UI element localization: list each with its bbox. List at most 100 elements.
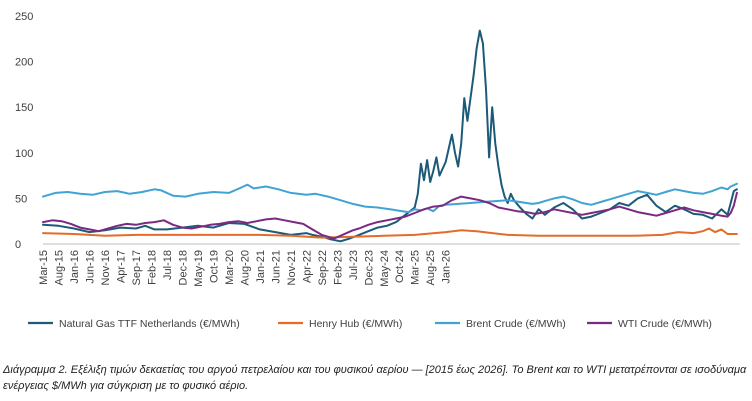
series-point-2 [212, 191, 214, 193]
series-point-3 [646, 213, 648, 215]
series-point-2 [727, 188, 729, 190]
series-point-1 [73, 233, 75, 235]
series-point-3 [116, 225, 118, 227]
series-point-2 [531, 203, 534, 205]
series-point-0 [73, 227, 75, 230]
series-point-3 [246, 222, 249, 224]
series-point-0 [473, 74, 475, 76]
series-point-2 [683, 190, 685, 192]
series-point-3 [200, 226, 202, 228]
series-point-3 [51, 219, 53, 221]
series-point-1 [321, 237, 323, 239]
series-point-1 [727, 233, 729, 235]
series-point-2 [572, 198, 574, 200]
series-point-3 [736, 192, 738, 194]
x-tick-label: Jan-16 [69, 250, 81, 284]
series-point-3 [70, 223, 72, 225]
series-point-0 [538, 208, 540, 210]
series-point-2 [544, 200, 546, 202]
series-point-1 [631, 235, 633, 237]
series-point-0 [519, 206, 521, 209]
series-point-0 [432, 170, 434, 172]
x-tick-label: Nov-16 [100, 250, 112, 285]
series-point-0 [562, 202, 565, 204]
series-point-3 [358, 227, 360, 230]
series-line-3 [42, 191, 738, 240]
series-point-3 [609, 208, 611, 210]
x-tick-label: Feb-18 [146, 250, 158, 285]
series-point-3 [562, 210, 565, 212]
series-point-0 [429, 181, 431, 183]
series-point-3 [720, 215, 723, 217]
series-point-3 [327, 236, 329, 238]
series-point-1 [600, 235, 602, 237]
x-tick-label: Jan-21 [255, 250, 267, 284]
series-point-3 [107, 227, 109, 230]
series-point-2 [469, 202, 472, 204]
series-point-3 [315, 230, 317, 232]
x-tick-label: Oct-19 [208, 250, 220, 283]
series-point-2 [637, 190, 639, 192]
series-point-0 [733, 190, 735, 192]
series-point-0 [435, 156, 437, 158]
x-tick-label: Nov-21 [286, 250, 298, 285]
series-point-1 [720, 228, 723, 230]
series-point-3 [516, 210, 518, 212]
series-point-3 [665, 212, 667, 214]
series-point-0 [311, 234, 314, 236]
y-tick-label: 150 [15, 102, 33, 114]
series-point-2 [407, 211, 410, 213]
series-point-2 [720, 186, 723, 189]
series-point-3 [163, 219, 165, 221]
series-point-0 [259, 228, 261, 230]
series-point-0 [305, 232, 307, 234]
series-point-2 [153, 188, 156, 190]
series-point-1 [352, 236, 354, 238]
series-point-0 [243, 223, 245, 225]
series-point-0 [507, 202, 509, 204]
series-point-0 [720, 208, 723, 210]
series-point-3 [618, 206, 620, 208]
series-point-1 [714, 231, 716, 233]
series-point-2 [519, 201, 521, 203]
series-point-3 [333, 237, 335, 240]
series-point-1 [42, 232, 44, 234]
series-point-0 [57, 225, 60, 227]
series-point-3 [339, 235, 341, 237]
series-point-3 [544, 211, 546, 213]
series-point-0 [525, 213, 527, 215]
series-point-0 [572, 208, 574, 210]
series-point-0 [451, 134, 453, 136]
series-point-3 [79, 227, 81, 229]
series-point-0 [476, 47, 478, 49]
series-point-3 [237, 220, 239, 222]
series-point-0 [367, 230, 369, 232]
series-point-2 [674, 188, 676, 190]
series-point-3 [590, 212, 592, 214]
series-point-0 [494, 143, 496, 145]
series-point-2 [92, 194, 94, 196]
series-point-2 [253, 187, 255, 189]
x-tick-label: Mar-15 [38, 250, 50, 285]
series-point-0 [600, 212, 602, 214]
y-tick-label: 0 [15, 239, 21, 251]
series-point-3 [126, 223, 128, 225]
series-point-0 [457, 165, 459, 168]
series-point-2 [702, 193, 704, 195]
series-point-3 [284, 219, 286, 221]
series-point-3 [293, 221, 295, 223]
series-point-1 [702, 230, 704, 232]
series-point-3 [451, 199, 453, 201]
series-point-2 [305, 194, 307, 196]
series-point-3 [692, 209, 695, 211]
series-point-0 [683, 208, 685, 210]
series-point-3 [469, 197, 472, 199]
series-point-3 [228, 221, 230, 223]
series-point-2 [389, 208, 391, 210]
series-point-2 [736, 183, 738, 185]
series-point-0 [627, 205, 630, 207]
series-point-2 [228, 192, 230, 194]
series-point-3 [460, 196, 462, 198]
series-point-1 [538, 235, 540, 237]
series-point-1 [460, 229, 462, 231]
